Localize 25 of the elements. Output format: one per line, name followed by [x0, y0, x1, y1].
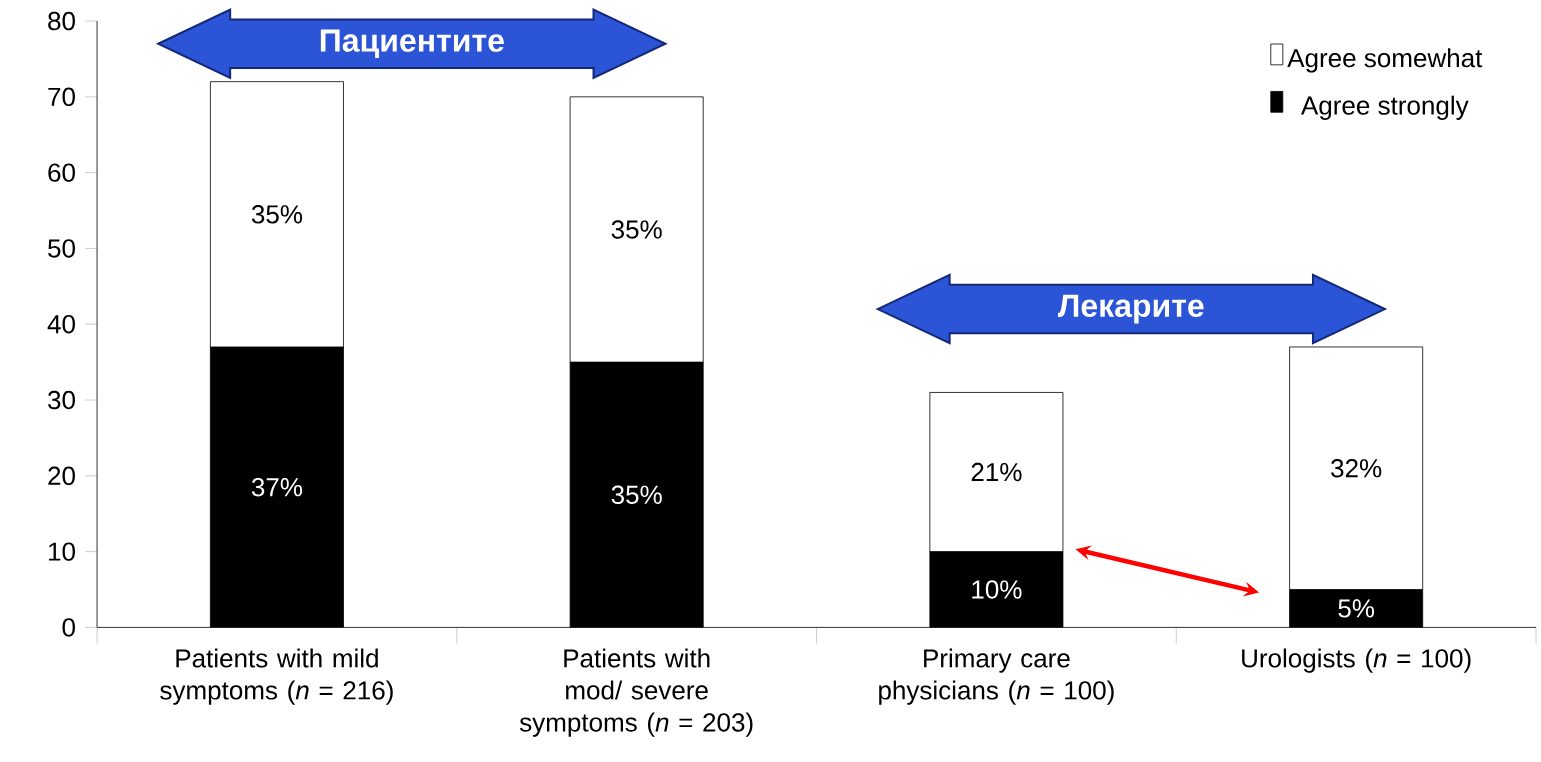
data-label: 32%	[1331, 459, 1382, 478]
y-tick-label: 0	[62, 618, 75, 637]
annotation: Пациентите	[320, 29, 504, 59]
x-tick-label: Patients with mod/ severe symptoms (n = 203)	[519, 648, 753, 738]
y-tick-label: 60	[48, 163, 75, 183]
y-tick-label: 70	[48, 87, 75, 107]
legend-label: Agree somewhat	[1287, 48, 1483, 73]
y-tick-label: 30	[48, 391, 75, 410]
x-tick-label: Urologists (n = 100)	[1242, 648, 1471, 673]
y-tick-label: 10	[49, 542, 75, 562]
data-label: 21%	[971, 463, 1022, 482]
data-label: 37%	[251, 478, 303, 497]
data-label: 5%	[1338, 599, 1375, 618]
data-label: 35%	[251, 205, 303, 224]
x-tick-label: Primary care physicians (n = 100)	[879, 648, 1114, 706]
y-tick-label: 50	[48, 239, 75, 258]
data-label: 35%	[611, 485, 662, 505]
y-tick-label: 20	[48, 466, 75, 486]
legend-label: Agree strongly	[1301, 95, 1469, 121]
annotation: Лекарите	[1058, 294, 1204, 324]
y-tick-label: 40	[47, 315, 75, 334]
y-tick-label: 80	[48, 12, 75, 31]
data-label: 35%	[611, 220, 662, 239]
data-label: 10%	[972, 580, 1022, 599]
x-tick-label: Patients with mild symptoms (n = 216)	[160, 648, 393, 706]
